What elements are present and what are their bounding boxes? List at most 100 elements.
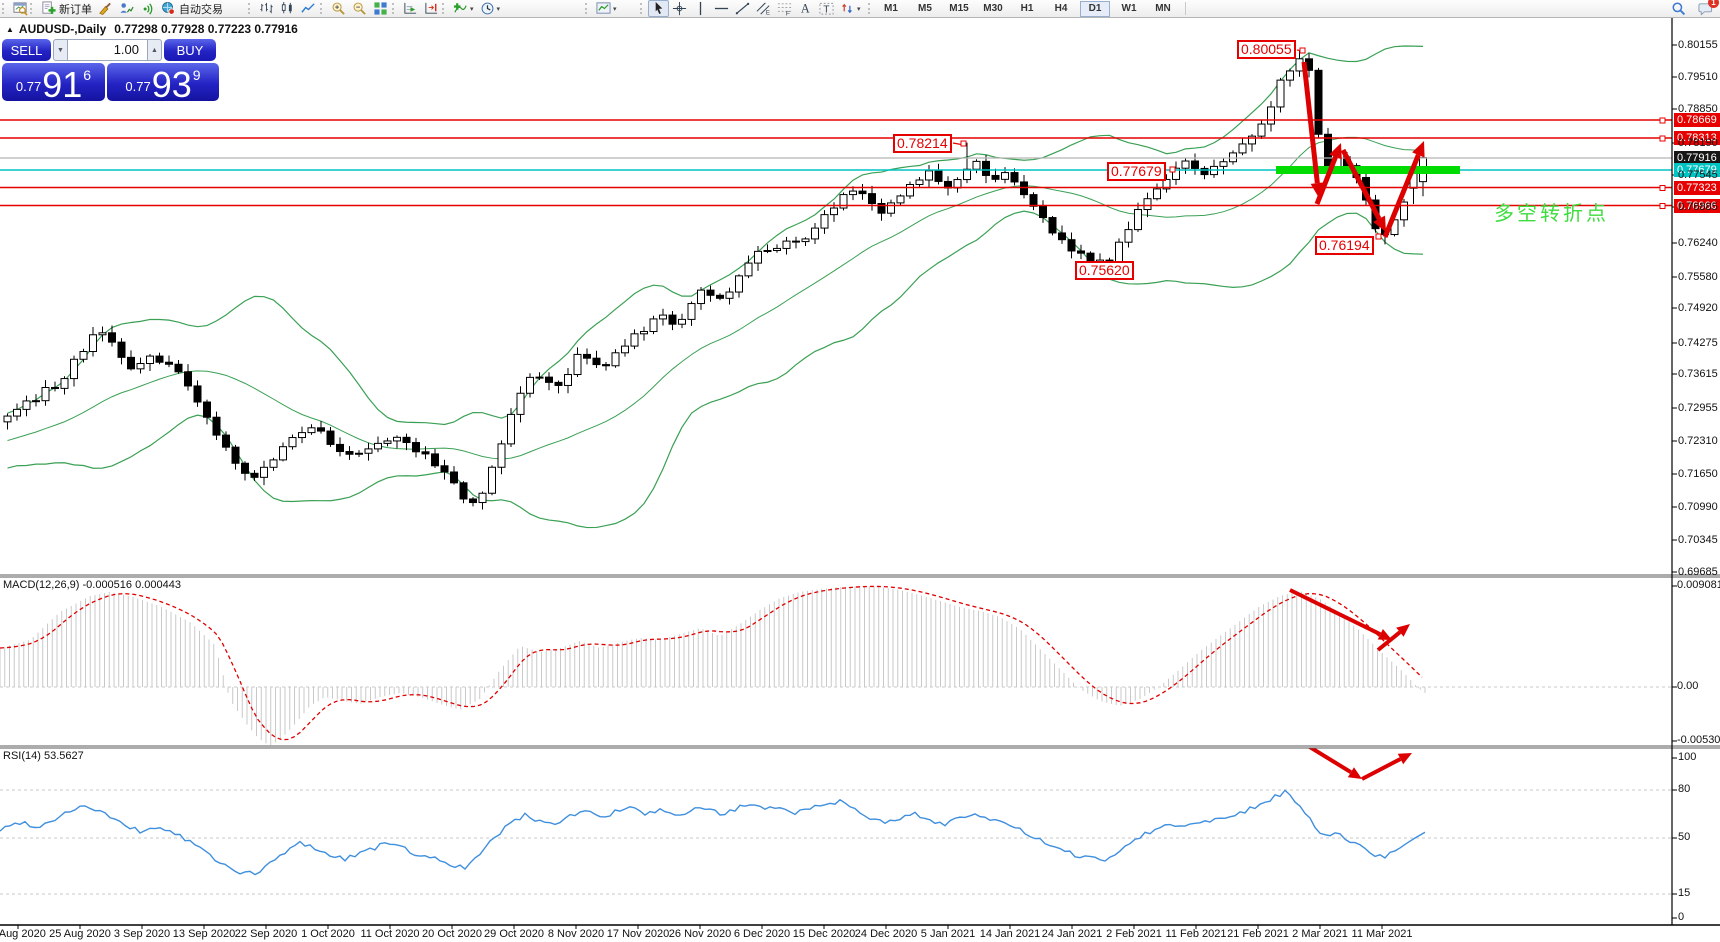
object-handle[interactable] (1659, 135, 1666, 142)
crosshair-button[interactable] (669, 0, 690, 17)
chart-shift-button[interactable] (421, 0, 442, 17)
candlestick-chart-button[interactable] (277, 0, 298, 17)
volume-input[interactable]: 1.00 (68, 39, 147, 61)
price-pane[interactable] (3, 45, 1427, 529)
auto-scroll-button[interactable] (400, 0, 421, 17)
date-label: 25 Aug 2020 (49, 928, 111, 940)
profiles-button[interactable] (116, 0, 137, 17)
signals-button[interactable] (137, 0, 158, 17)
date-label: 6 Aug 2020 (0, 928, 46, 940)
axis-badge-0.77916: 0.77916 (1674, 151, 1720, 165)
crosshair-icon (672, 1, 687, 16)
line-chart-button[interactable] (298, 0, 319, 17)
text-label-button[interactable]: T (816, 0, 837, 17)
timeframe-h4-button[interactable]: H4 (1054, 2, 1068, 14)
indicators-button[interactable]: ▾ (450, 0, 477, 17)
buy-price-display[interactable]: 0.77 93 9 (107, 63, 219, 105)
chart-shift-icon (425, 2, 438, 14)
volume-increase-button[interactable]: ▲ (147, 39, 162, 61)
price-tick-label: 0.74275 (1678, 337, 1718, 349)
timeframe-d1-button[interactable]: D1 (1080, 0, 1110, 17)
templates-button[interactable]: ▾ (593, 0, 620, 17)
timeframe-mn-button[interactable]: MN (1155, 2, 1171, 14)
symbol-title-bar: ▲ AUDUSD-,Daily 0.77298 0.77928 0.77223 … (6, 22, 298, 36)
rsi-tick-label: 100 (1678, 751, 1697, 763)
bar-chart-button[interactable] (256, 0, 277, 17)
macd-signal-line (0, 585, 1423, 741)
candlesticks (3, 50, 1427, 510)
timeframe-h1-button[interactable]: H1 (1020, 2, 1034, 14)
macd-tick-label: 0.009081 (1677, 579, 1720, 591)
price-label-feb-low[interactable]: 0.75620 (1075, 261, 1134, 280)
symbol-title: AUDUSD-,Daily (18, 22, 107, 36)
price-label-high[interactable]: 0.80055 (1237, 40, 1296, 59)
tile-windows-button[interactable] (370, 0, 391, 17)
axis-badge-0.77323: 0.77323 (1674, 180, 1720, 195)
sell-button[interactable]: SELL (2, 39, 51, 61)
timeframe-m15-button[interactable]: M15 (949, 2, 969, 14)
equidistant-channel-button[interactable]: E (753, 0, 774, 17)
volume-decrease-button[interactable]: ▼ (53, 39, 68, 61)
cursor-button[interactable] (648, 0, 669, 17)
toolbar-group-system (2, 0, 31, 17)
date-label: 8 Nov 2020 (547, 928, 605, 940)
sell-price-display[interactable]: 0.77 91 6 (2, 63, 105, 103)
arrow-objects-button[interactable]: ▾ (837, 0, 864, 17)
fibonacci-button[interactable]: F (774, 0, 795, 17)
zoom-out-button[interactable] (349, 0, 370, 17)
bollinger-bands (7, 45, 1424, 529)
auto-trading-label: 自动交易 (179, 3, 223, 16)
object-handle[interactable] (1659, 117, 1666, 124)
vertical-line-button[interactable] (690, 0, 711, 17)
date-label: 26 Nov 2020 (668, 928, 732, 940)
periods-button[interactable]: ▾ (477, 0, 504, 17)
charts-brush-button[interactable] (95, 0, 116, 17)
new-order-label: 新订单 (59, 3, 92, 16)
macd-pane[interactable] (0, 585, 1672, 745)
buy-price-big: 93 (151, 64, 192, 105)
search-icon (1672, 2, 1686, 16)
trendline-button[interactable] (732, 0, 753, 17)
group-grip-handle (248, 3, 252, 14)
object-handle[interactable] (1659, 185, 1666, 191)
zoom-in-button[interactable] (328, 0, 349, 17)
toolbar-group-templates: ▾ (585, 0, 620, 17)
timeframe-m5-button[interactable]: M5 (918, 2, 932, 14)
auto-trading-button[interactable]: 自动交易 (158, 0, 226, 17)
rsi-pane[interactable] (0, 730, 1672, 895)
ohlc-values: 0.77298 0.77928 0.77223 0.77916 (114, 22, 298, 36)
text-button[interactable]: A (795, 0, 816, 17)
tile-windows-icon (374, 2, 387, 15)
autotrade-icon (162, 1, 175, 15)
green-support-bar[interactable] (1276, 166, 1460, 174)
notifications-button[interactable]: 1 (1695, 0, 1719, 17)
trend-arrows[interactable] (1301, 61, 1425, 238)
rsi-tick-label: 80 (1678, 783, 1691, 795)
search-button[interactable] (1668, 0, 1689, 17)
bull-bear-turning-point-annotation[interactable]: 多空转折点 (1494, 203, 1609, 225)
price-label-swing-high[interactable]: 0.78214 (893, 134, 952, 153)
object-handle[interactable] (1169, 166, 1176, 173)
price-tick-label: 0.76240 (1678, 237, 1718, 249)
rsi-forecast-arrows[interactable] (1282, 730, 1412, 781)
buy-button[interactable]: BUY (164, 39, 216, 61)
macd-tick-label: -0.005306 (1677, 734, 1720, 746)
chevron-down-icon: ▾ (857, 5, 861, 13)
horizontal-line-button[interactable] (711, 0, 732, 17)
new-order-button[interactable]: 新订单 (38, 0, 95, 17)
object-handle[interactable] (960, 140, 967, 147)
market-watch-button[interactable] (10, 0, 31, 17)
price-label-low[interactable]: 0.76194 (1315, 236, 1374, 255)
axis-badge-0.78313: 0.78313 (1674, 131, 1720, 145)
timeframe-m30-button[interactable]: M30 (983, 2, 1003, 14)
object-handle[interactable] (1659, 203, 1666, 209)
price-label-pivot[interactable]: 0.77679 (1107, 162, 1166, 181)
object-handle[interactable] (1375, 233, 1382, 240)
timeframe-w1-button[interactable]: W1 (1121, 2, 1137, 14)
object-handle[interactable] (1299, 47, 1306, 54)
line-chart-icon (301, 3, 315, 13)
price-tick-label: 0.74920 (1678, 302, 1718, 314)
timeframe-m1-button[interactable]: M1 (884, 2, 898, 14)
macd-forecast-arrows[interactable] (1289, 588, 1410, 652)
